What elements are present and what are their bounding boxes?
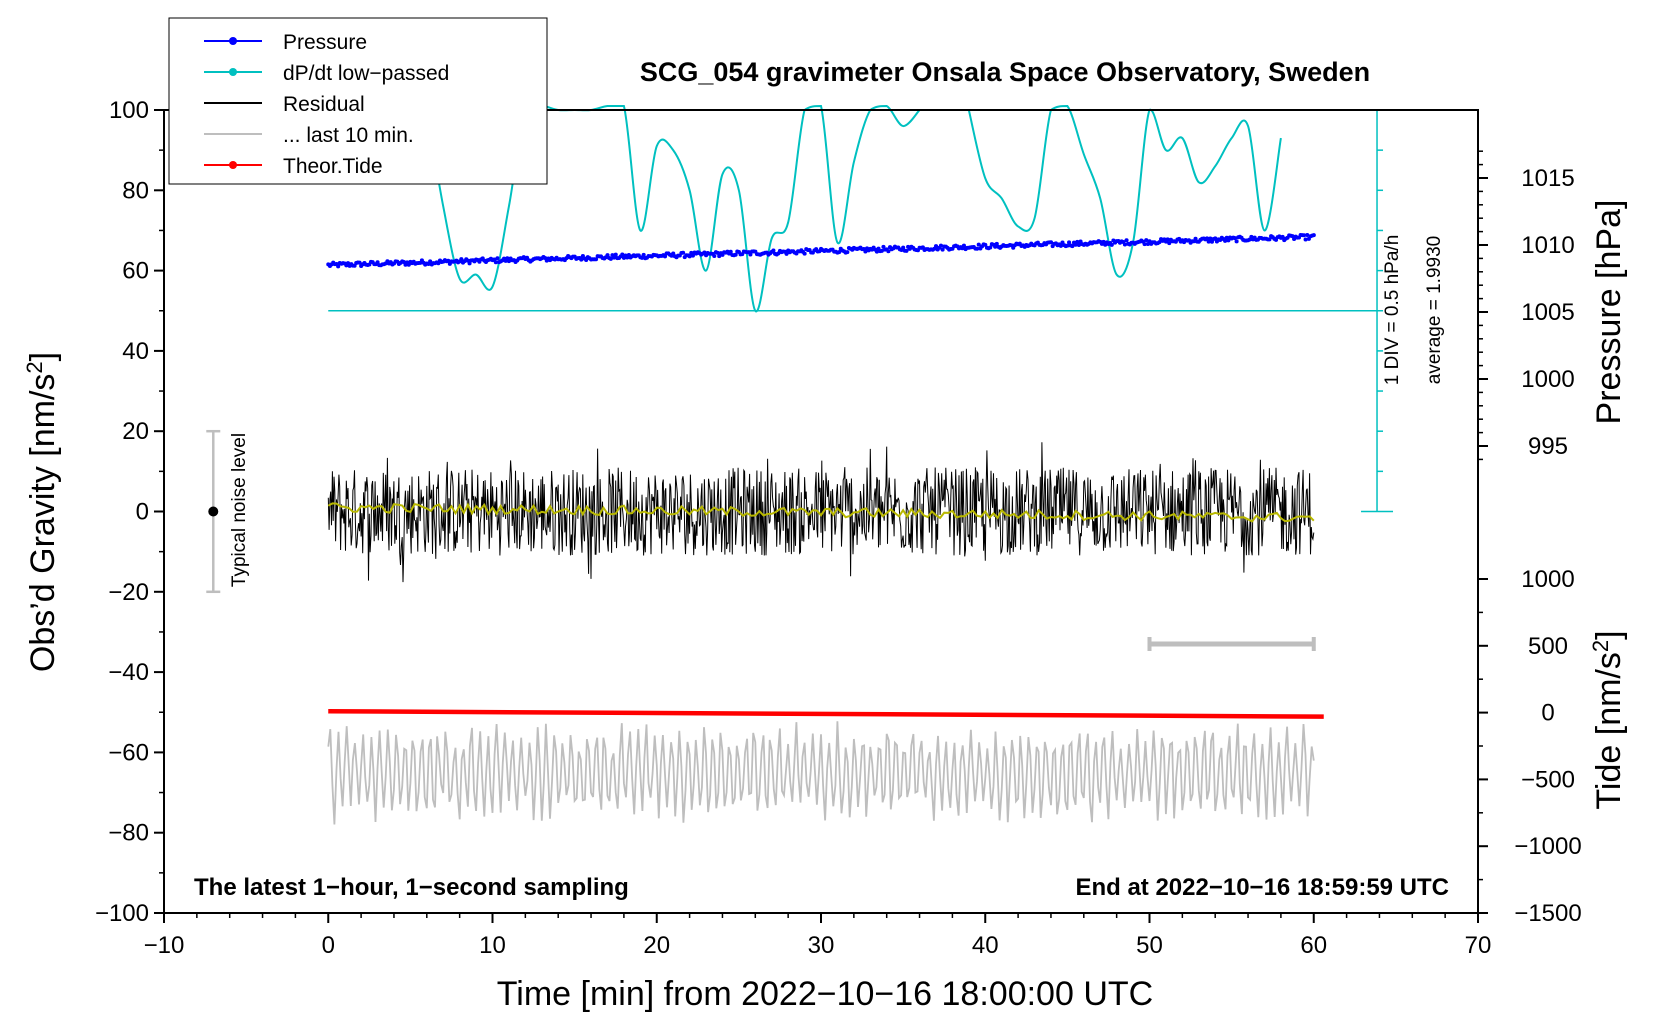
legend-marker bbox=[229, 68, 237, 76]
x-axis-title: Time [min] from 2022−10−16 18:00:00 UTC bbox=[497, 975, 1153, 1013]
tide-tick-label: 500 bbox=[1528, 633, 1568, 660]
x-tick-label: 40 bbox=[972, 932, 999, 959]
x-tick-label: −10 bbox=[144, 932, 185, 959]
x-tick-label: 30 bbox=[808, 932, 835, 959]
last-10-min-line bbox=[327, 721, 1315, 825]
scale-bar-label: 1 DIV = 0.5 hPa/h bbox=[1382, 235, 1403, 386]
x-axis-ticks: −10 0 10 20 30 40 50 60 70 bbox=[144, 913, 1492, 959]
residual-smoothed-line bbox=[327, 502, 1315, 523]
theor-tide-line bbox=[328, 709, 1324, 719]
tide-tick-label: 0 bbox=[1541, 700, 1554, 727]
y-tick-label: 60 bbox=[122, 258, 149, 285]
last-10-min-bar bbox=[1147, 636, 1316, 651]
legend-marker bbox=[229, 161, 237, 169]
x-tick-label: 60 bbox=[1300, 932, 1327, 959]
legend-label: Theor.Tide bbox=[283, 155, 383, 178]
y-tick-label: −20 bbox=[108, 579, 149, 606]
pressure-line bbox=[326, 232, 1316, 269]
dpdt-series bbox=[425, 104, 1282, 313]
y-tick-label: −80 bbox=[108, 820, 149, 847]
legend: Pressure dP/dt low−passed Residual ... last… bbox=[168, 17, 548, 185]
dpdt-line bbox=[967, 104, 1282, 278]
residual-series bbox=[327, 442, 1315, 583]
theor-tide-series bbox=[328, 709, 1324, 719]
tide-axis-ticks: 1000 500 0 −500 −1000 −1500 bbox=[1478, 566, 1582, 927]
pressure-series bbox=[326, 232, 1316, 269]
note-right: End at 2022−10−16 18:59:59 UTC bbox=[1075, 874, 1449, 901]
y-tick-label: 40 bbox=[122, 338, 149, 365]
y-tick-label: 20 bbox=[122, 418, 149, 445]
x-tick-label: 70 bbox=[1465, 932, 1492, 959]
pressure-tick-label: 995 bbox=[1528, 433, 1568, 460]
residual-smoothed-series bbox=[327, 502, 1315, 523]
legend-box bbox=[168, 17, 548, 185]
legend-marker bbox=[229, 37, 237, 45]
average-label: average = 1.9930 bbox=[1424, 236, 1445, 384]
y-tick-label: −40 bbox=[108, 659, 149, 686]
pressure-tick-label: 1000 bbox=[1521, 366, 1574, 393]
legend-label: Pressure bbox=[283, 31, 367, 54]
pressure-tick-label: 1015 bbox=[1521, 165, 1574, 192]
y-axis-title-left: Obs’d Gravity [nm/s2] bbox=[22, 352, 62, 672]
tide-tick-label: −500 bbox=[1521, 766, 1575, 793]
legend-items: Pressure dP/dt low−passed Residual ... last… bbox=[204, 31, 449, 178]
last-10-min-series bbox=[327, 721, 1315, 825]
x-tick-label: 10 bbox=[479, 932, 506, 959]
noise-level-label: Typical noise level bbox=[229, 433, 250, 587]
y-tick-label: −60 bbox=[108, 739, 149, 766]
x-tick-label: 20 bbox=[643, 932, 670, 959]
chart-title: SCG_054 gravimeter Onsala Space Observat… bbox=[640, 57, 1370, 87]
legend-label: dP/dt low−passed bbox=[283, 62, 449, 85]
noise-bar-dot bbox=[208, 506, 219, 517]
tide-tick-label: −1000 bbox=[1514, 833, 1581, 860]
pressure-axis-ticks: 1015 1010 1005 1000 995 bbox=[1478, 150, 1575, 461]
y-tick-label: 100 bbox=[109, 97, 149, 124]
tide-tick-label: −1500 bbox=[1514, 900, 1581, 927]
x-tick-label: 0 bbox=[322, 932, 335, 959]
y-axis-ticks-left: 100 80 60 40 20 0 −20 −40 −60 −80 −100 bbox=[95, 97, 164, 927]
dpdt-line bbox=[425, 104, 921, 313]
pressure-tick-label: 1005 bbox=[1521, 299, 1574, 326]
note-left: The latest 1−hour, 1−second sampling bbox=[194, 874, 629, 901]
noise-level-bar bbox=[206, 429, 221, 594]
legend-label: ... last 10 min. bbox=[283, 124, 414, 147]
residual-line bbox=[327, 442, 1315, 583]
scale-bar bbox=[1361, 109, 1394, 513]
y-tick-label: 80 bbox=[122, 177, 149, 204]
y-axis-title-tide: Tide [nm/s2] bbox=[1588, 630, 1628, 809]
x-tick-label: 50 bbox=[1136, 932, 1163, 959]
y-tick-label: −100 bbox=[95, 900, 149, 927]
y-axis-title-pressure: Pressure [hPa] bbox=[1590, 200, 1628, 425]
y-tick-label: 0 bbox=[136, 499, 149, 526]
pressure-tick-label: 1010 bbox=[1521, 232, 1574, 259]
legend-label: Residual bbox=[283, 93, 365, 116]
tide-tick-label: 1000 bbox=[1521, 566, 1574, 593]
